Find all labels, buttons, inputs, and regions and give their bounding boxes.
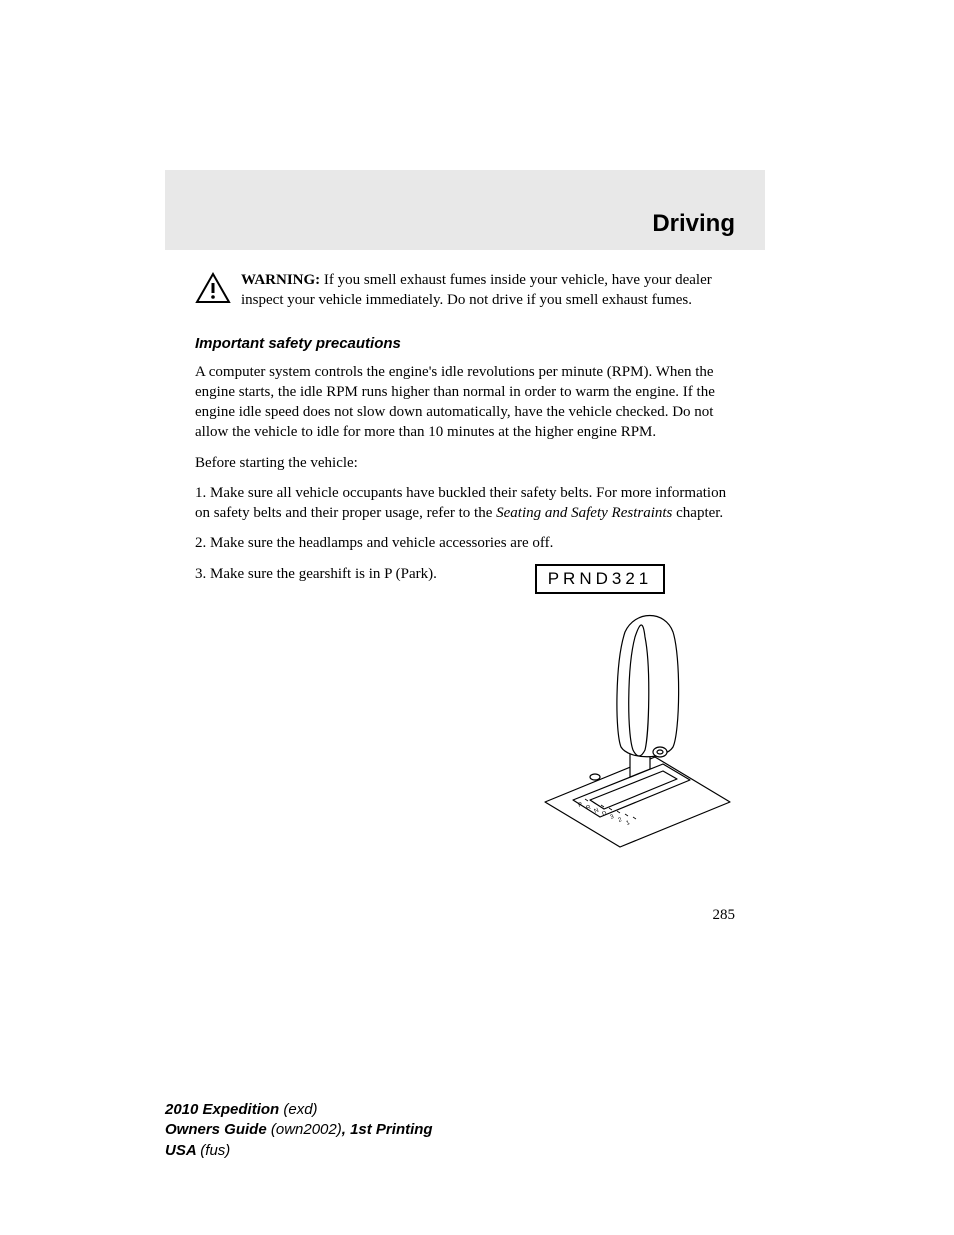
chapter-header-bar: Driving	[165, 170, 765, 250]
section-heading: Important safety precautions	[195, 335, 735, 352]
warning-triangle-icon	[195, 272, 231, 304]
step-3-row: 3. Make sure the gearshift is in P (Park…	[195, 564, 735, 857]
page-container: Driving WARNING: If you smell exhaust fu…	[165, 170, 765, 944]
footer-guide: Owners Guide	[165, 1121, 271, 1138]
warning-label: WARNING:	[241, 272, 320, 288]
paragraph-before-start: Before starting the vehicle:	[195, 453, 735, 473]
footer-line-2: Owners Guide (own2002), 1st Printing	[165, 1120, 433, 1140]
footer-metadata: 2010 Expedition (exd) Owners Guide (own2…	[165, 1100, 433, 1161]
gearshift-illustration: P R N D 3 2 1	[535, 602, 735, 852]
footer-printing: , 1st Printing	[342, 1121, 433, 1138]
footer-vehicle-code: (exd)	[283, 1101, 317, 1118]
footer-line-1: 2010 Expedition (exd)	[165, 1100, 433, 1120]
warning-text-block: WARNING: If you smell exhaust fumes insi…	[241, 270, 735, 311]
step-2: 2. Make sure the headlamps and vehicle a…	[195, 533, 735, 553]
footer-region-code: (fus)	[200, 1142, 230, 1159]
page-number: 285	[165, 887, 765, 944]
chapter-title: Driving	[652, 210, 735, 237]
step1-post: chapter.	[672, 505, 723, 521]
gear-indicator-display: PRND321	[535, 564, 665, 594]
step-3-text-col: 3. Make sure the gearshift is in P (Park…	[195, 564, 515, 594]
warning-callout: WARNING: If you smell exhaust fumes insi…	[195, 270, 735, 311]
paragraph-rpm: A computer system controls the engine's …	[195, 362, 735, 443]
shifter-column: PRND321	[535, 564, 735, 857]
footer-vehicle: 2010 Expedition	[165, 1101, 283, 1118]
content-area: WARNING: If you smell exhaust fumes insi…	[165, 250, 765, 887]
step-1: 1. Make sure all vehicle occupants have …	[195, 483, 735, 524]
footer-line-3: USA (fus)	[165, 1141, 433, 1161]
step-3: 3. Make sure the gearshift is in P (Park…	[195, 564, 515, 584]
footer-guide-code: (own2002)	[271, 1121, 342, 1138]
step1-chapter-ref: Seating and Safety Restraints	[496, 505, 672, 521]
footer-region: USA	[165, 1142, 200, 1159]
